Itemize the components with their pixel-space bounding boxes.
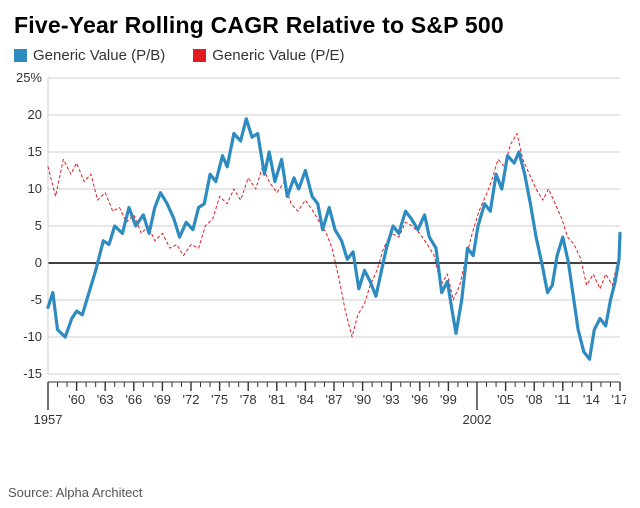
legend-swatch-b — [193, 49, 206, 62]
svg-text:0: 0 — [35, 255, 42, 270]
svg-text:'05: '05 — [497, 392, 514, 407]
svg-text:'87: '87 — [326, 392, 343, 407]
svg-text:15: 15 — [28, 144, 42, 159]
svg-text:20: 20 — [28, 107, 42, 122]
svg-text:'81: '81 — [268, 392, 285, 407]
svg-text:-15: -15 — [23, 366, 42, 381]
svg-text:'75: '75 — [211, 392, 228, 407]
legend-label-b: Generic Value (P/E) — [212, 47, 344, 64]
svg-text:'66: '66 — [125, 392, 142, 407]
svg-text:'72: '72 — [183, 392, 200, 407]
legend-item-a: Generic Value (P/B) — [14, 47, 165, 64]
chart-plot: 25% 20 15 10 5 0 -5 -10 -15 '60 '63 '66 '69 '72 '75 '78… — [14, 72, 626, 432]
legend-label-a: Generic Value (P/B) — [33, 47, 165, 64]
svg-text:'69: '69 — [154, 392, 171, 407]
chart-title: Five-Year Rolling CAGR Relative to S&P 5… — [14, 12, 626, 39]
svg-text:2002: 2002 — [463, 412, 492, 427]
svg-text:10: 10 — [28, 181, 42, 196]
svg-text:'99: '99 — [440, 392, 457, 407]
svg-text:'78: '78 — [240, 392, 257, 407]
chart-container: Five-Year Rolling CAGR Relative to S&P 5… — [0, 0, 640, 508]
source-label: Source: Alpha Architect — [8, 485, 142, 500]
svg-text:5: 5 — [35, 218, 42, 233]
svg-text:25%: 25% — [16, 72, 42, 85]
svg-text:'11: '11 — [555, 392, 571, 407]
legend: Generic Value (P/B) Generic Value (P/E) — [14, 47, 626, 64]
svg-text:-10: -10 — [23, 329, 42, 344]
svg-text:'08: '08 — [526, 392, 543, 407]
legend-swatch-a — [14, 49, 27, 62]
svg-text:1957: 1957 — [34, 412, 63, 427]
svg-text:'63: '63 — [97, 392, 114, 407]
legend-item-b: Generic Value (P/E) — [193, 47, 344, 64]
svg-text:'14: '14 — [583, 392, 600, 407]
svg-text:'60: '60 — [68, 392, 85, 407]
svg-text:'93: '93 — [383, 392, 400, 407]
svg-text:'96: '96 — [411, 392, 428, 407]
svg-text:'84: '84 — [297, 392, 314, 407]
svg-text:-5: -5 — [30, 292, 42, 307]
svg-text:'17: '17 — [612, 392, 626, 407]
svg-text:'90: '90 — [354, 392, 371, 407]
chart-svg: 25% 20 15 10 5 0 -5 -10 -15 '60 '63 '66 '69 '72 '75 '78… — [14, 72, 626, 432]
